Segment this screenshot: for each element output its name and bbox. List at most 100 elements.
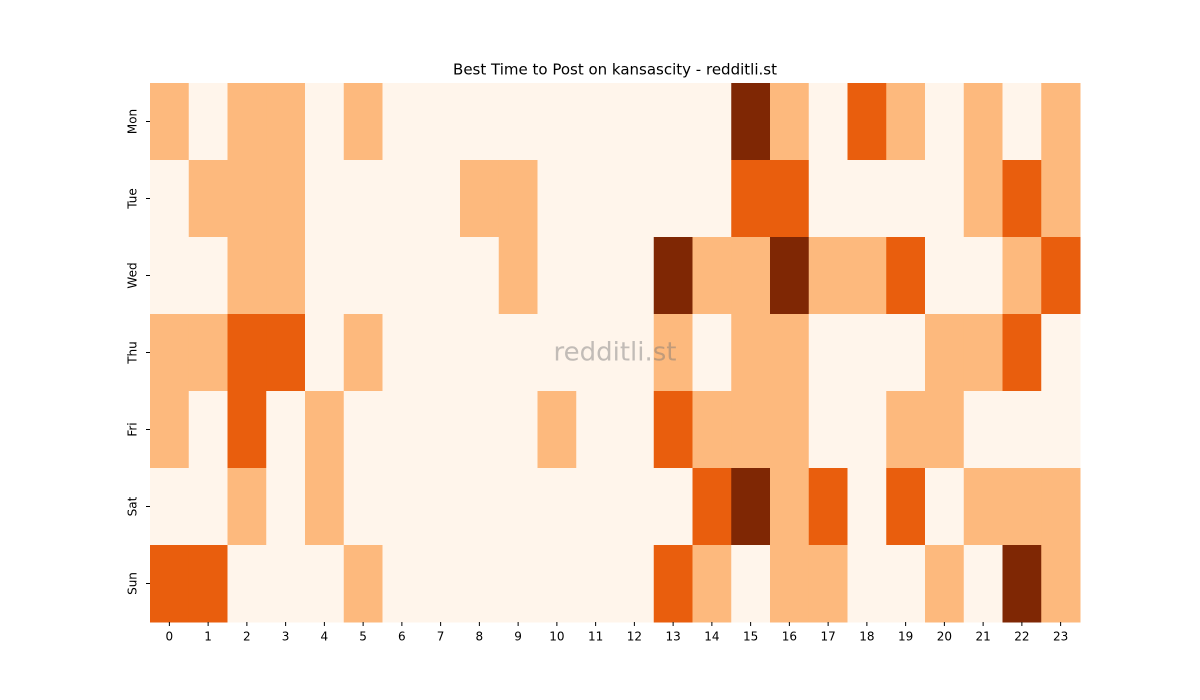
cell xyxy=(460,545,500,623)
cell xyxy=(653,468,693,546)
cell xyxy=(925,468,965,546)
cell xyxy=(731,83,771,161)
cell xyxy=(188,160,228,238)
cell xyxy=(421,391,461,469)
x-tick-label: 11 xyxy=(588,630,603,644)
cell xyxy=(150,468,190,546)
cell xyxy=(731,391,771,469)
cell xyxy=(150,160,190,238)
cell xyxy=(925,545,965,623)
cell xyxy=(576,468,616,546)
cell xyxy=(382,237,422,315)
x-tick-label: 1 xyxy=(204,630,212,644)
cell xyxy=(343,391,383,469)
cell xyxy=(305,545,345,623)
x-tick-label: 19 xyxy=(898,630,913,644)
cell xyxy=(615,314,655,392)
cell xyxy=(227,545,267,623)
cell xyxy=(886,83,926,161)
cell xyxy=(731,160,771,238)
cell xyxy=(692,468,732,546)
cell xyxy=(227,468,267,546)
cell xyxy=(1041,545,1081,623)
cell xyxy=(925,160,965,238)
cell xyxy=(227,391,267,469)
cell xyxy=(847,83,887,161)
cell xyxy=(925,391,965,469)
x-tick-label: 22 xyxy=(1014,630,1029,644)
cell xyxy=(847,391,887,469)
cell xyxy=(227,160,267,238)
cell xyxy=(731,314,771,392)
cell xyxy=(576,160,616,238)
cell xyxy=(770,160,810,238)
cell xyxy=(150,391,190,469)
cell xyxy=(1041,160,1081,238)
y-tick-label: Thu xyxy=(126,341,140,365)
cell xyxy=(770,314,810,392)
cell xyxy=(266,468,306,546)
x-tick-label: 15 xyxy=(743,630,758,644)
cell xyxy=(653,314,693,392)
cell xyxy=(498,314,538,392)
cell xyxy=(963,391,1003,469)
cell xyxy=(847,237,887,315)
cell xyxy=(731,545,771,623)
cell xyxy=(188,237,228,315)
x-tick-label: 12 xyxy=(627,630,642,644)
cell xyxy=(692,83,732,161)
cell xyxy=(421,237,461,315)
x-tick-label: 9 xyxy=(514,630,522,644)
x-tick-label: 13 xyxy=(665,630,680,644)
cell xyxy=(382,160,422,238)
cell xyxy=(808,160,848,238)
y-tick-label: Sat xyxy=(126,496,140,516)
cell xyxy=(925,237,965,315)
cell xyxy=(576,314,616,392)
cell xyxy=(653,391,693,469)
cell xyxy=(305,160,345,238)
cell xyxy=(343,314,383,392)
cell xyxy=(692,160,732,238)
cell xyxy=(1002,314,1042,392)
cell xyxy=(731,237,771,315)
cell xyxy=(1002,545,1042,623)
cell xyxy=(808,314,848,392)
cell xyxy=(382,83,422,161)
cell xyxy=(770,237,810,315)
cell xyxy=(421,314,461,392)
x-tick-label: 16 xyxy=(782,630,797,644)
x-tick-label: 5 xyxy=(359,630,367,644)
watermark: redditli.st xyxy=(554,338,677,368)
cell xyxy=(266,391,306,469)
cell xyxy=(692,545,732,623)
cell xyxy=(886,391,926,469)
cell xyxy=(150,237,190,315)
cell xyxy=(770,83,810,161)
cell xyxy=(1002,468,1042,546)
cell xyxy=(498,391,538,469)
cell xyxy=(615,391,655,469)
x-tick-label: 18 xyxy=(859,630,874,644)
y-tick-label: Tue xyxy=(126,188,140,210)
cell xyxy=(770,468,810,546)
cell xyxy=(963,83,1003,161)
cell xyxy=(847,468,887,546)
cell xyxy=(188,545,228,623)
cell xyxy=(808,391,848,469)
x-tick-label: 14 xyxy=(704,630,719,644)
cell xyxy=(305,314,345,392)
x-tick-label: 0 xyxy=(166,630,174,644)
chart-title: Best Time to Post on kansascity - reddit… xyxy=(453,61,777,79)
cell xyxy=(382,468,422,546)
cell xyxy=(1041,468,1081,546)
cell xyxy=(1002,391,1042,469)
cell xyxy=(770,545,810,623)
cell xyxy=(498,545,538,623)
cell xyxy=(886,468,926,546)
cell xyxy=(305,468,345,546)
cell xyxy=(188,314,228,392)
cell xyxy=(925,83,965,161)
cell xyxy=(305,391,345,469)
